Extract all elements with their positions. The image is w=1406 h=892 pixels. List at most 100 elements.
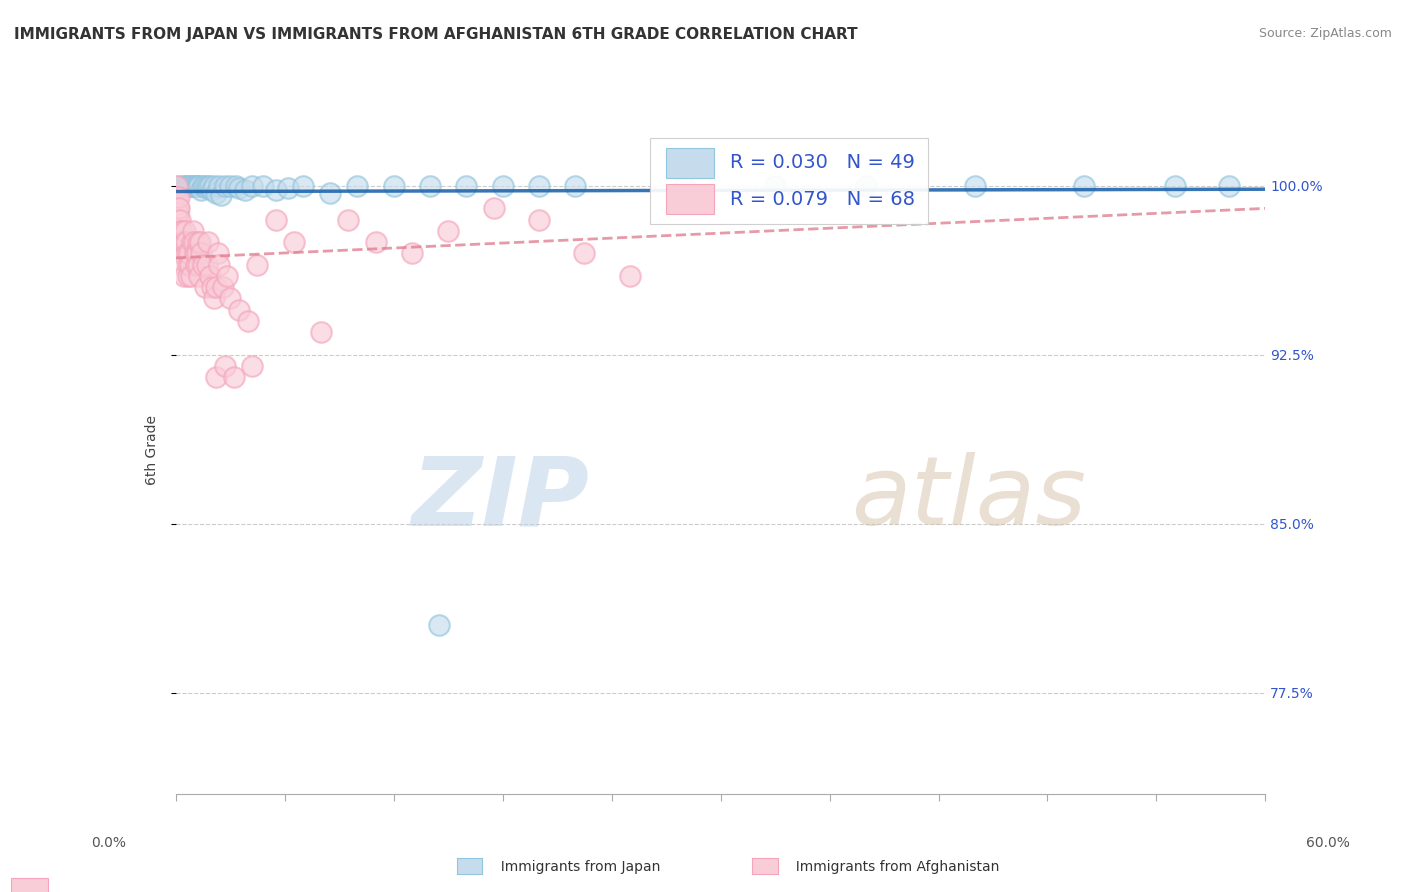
Point	[319, 186, 342, 200]
Point	[456, 178, 478, 193]
Point	[202, 292, 225, 306]
Point	[246, 258, 269, 272]
Point	[173, 224, 195, 238]
Point	[208, 178, 231, 193]
Y-axis label: 6th Grade: 6th Grade	[145, 416, 159, 485]
Point	[574, 246, 596, 260]
Text: R = 0.030   N = 49: R = 0.030 N = 49	[730, 153, 915, 172]
Point	[527, 178, 550, 193]
Point	[264, 212, 287, 227]
Point	[173, 235, 195, 249]
Point	[219, 292, 242, 306]
Point	[219, 178, 242, 193]
Point	[184, 258, 207, 272]
Point	[179, 246, 201, 260]
Point	[482, 202, 505, 216]
Point	[382, 178, 405, 193]
Point	[172, 235, 194, 249]
Point	[194, 178, 217, 193]
Point	[346, 178, 368, 193]
Point	[186, 235, 209, 249]
Point	[225, 178, 247, 193]
Point	[212, 280, 235, 294]
Point	[763, 178, 786, 193]
Point	[492, 178, 515, 193]
Point	[191, 178, 214, 193]
Point	[222, 370, 245, 384]
Point	[204, 280, 226, 294]
Point	[194, 280, 217, 294]
Point	[174, 235, 197, 249]
Text: ZIP: ZIP	[412, 452, 591, 545]
Point	[309, 325, 332, 339]
Point	[173, 178, 195, 193]
Point	[188, 235, 211, 249]
Point	[188, 178, 211, 193]
Point	[181, 178, 204, 193]
Point	[204, 370, 226, 384]
Point	[183, 178, 205, 193]
Point	[188, 268, 211, 283]
Text: Immigrants from Afghanistan: Immigrants from Afghanistan	[787, 860, 1000, 874]
Point	[170, 235, 193, 249]
Point	[167, 212, 190, 227]
Point	[179, 178, 201, 193]
Point	[186, 246, 208, 260]
Point	[201, 280, 224, 294]
Text: 60.0%: 60.0%	[1306, 836, 1350, 850]
Text: Source: ZipAtlas.com: Source: ZipAtlas.com	[1258, 27, 1392, 40]
Point	[170, 235, 193, 249]
Point	[176, 246, 198, 260]
Point	[181, 224, 204, 238]
Point	[183, 235, 205, 249]
Text: 0.0%: 0.0%	[91, 836, 127, 850]
FancyBboxPatch shape	[666, 147, 714, 178]
Point	[252, 178, 274, 193]
Point	[166, 202, 188, 216]
Point	[427, 618, 450, 632]
Point	[169, 178, 191, 193]
Point	[177, 268, 200, 283]
Point	[167, 190, 190, 204]
Point	[190, 246, 212, 260]
Point	[172, 258, 194, 272]
Point	[291, 178, 314, 193]
Point	[238, 314, 260, 328]
Point	[209, 187, 232, 202]
Point	[233, 183, 256, 197]
Point	[437, 224, 460, 238]
Point	[202, 178, 225, 193]
Point	[619, 268, 641, 283]
Point	[172, 246, 194, 260]
Point	[191, 258, 214, 272]
Text: Immigrants from Japan: Immigrants from Japan	[492, 860, 661, 874]
Point	[364, 235, 387, 249]
Point	[172, 178, 194, 193]
Point	[186, 178, 208, 193]
Point	[169, 224, 191, 238]
Point	[204, 186, 226, 200]
Point	[200, 268, 222, 283]
Point	[181, 235, 204, 249]
Point	[963, 178, 986, 193]
Point	[180, 268, 202, 283]
Point	[214, 178, 236, 193]
Point	[208, 258, 231, 272]
Point	[176, 258, 198, 272]
Point	[1163, 178, 1185, 193]
Point	[167, 206, 190, 220]
Point	[169, 202, 191, 216]
Point	[277, 181, 299, 195]
Point	[215, 268, 238, 283]
Point	[169, 212, 191, 227]
Point	[197, 235, 219, 249]
Point	[214, 359, 236, 373]
Point	[179, 258, 201, 272]
Point	[855, 178, 877, 193]
Point	[1073, 178, 1095, 193]
Point	[173, 268, 195, 283]
Point	[564, 178, 586, 193]
Point	[186, 178, 209, 193]
Point	[195, 258, 218, 272]
Text: atlas: atlas	[852, 452, 1087, 545]
